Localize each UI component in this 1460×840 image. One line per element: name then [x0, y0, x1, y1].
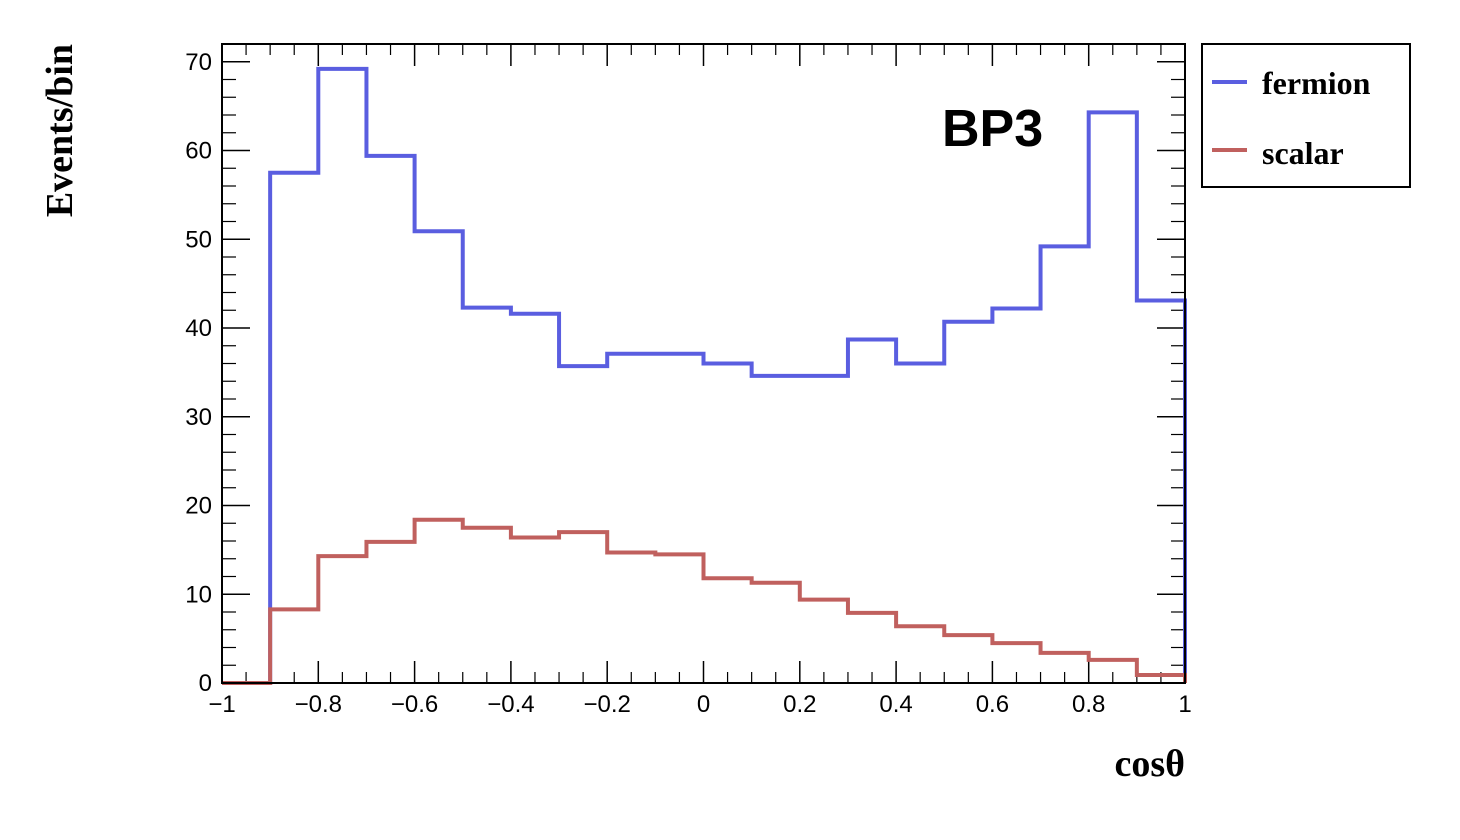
annotation-label: BP3: [942, 100, 1043, 158]
legend-box: [1201, 43, 1411, 188]
y-tick-label: 40: [185, 315, 212, 342]
legend-label-fermion: fermion: [1262, 65, 1371, 101]
x-tick-label: 0.2: [783, 691, 816, 718]
x-tick-label: −0.4: [487, 691, 534, 718]
x-axis-title: cosθ: [1115, 743, 1186, 785]
legend: fermion scalar: [1201, 43, 1411, 188]
y-tick-label: 70: [185, 49, 212, 76]
y-tick-label: 60: [185, 138, 212, 165]
x-tick-labels: −1 −0.8 −0.6 −0.4 −0.2 0 0.2 0.4 0.6 0.8 1: [208, 691, 1191, 718]
x-tick-label: −0.6: [391, 691, 438, 718]
y-tick-label: 10: [185, 581, 212, 608]
series-layer: [222, 66, 1187, 685]
x-tick-label: −1: [208, 691, 235, 718]
y-tick-labels: 0 10 20 30 40 50 60 70: [185, 49, 212, 697]
y-tick-label: 30: [185, 404, 212, 431]
y-tick-label: 50: [185, 226, 212, 253]
x-tick-label: 0.8: [1072, 691, 1105, 718]
y-tick-label: 20: [185, 493, 212, 520]
minor-ticks: [222, 43, 1185, 683]
x-tick-label: −0.8: [295, 691, 342, 718]
legend-label-scalar: scalar: [1262, 135, 1344, 171]
x-tick-label: −0.2: [584, 691, 631, 718]
y-tick-label: 0: [199, 670, 212, 697]
series-line-fermion: [222, 66, 1187, 685]
x-tick-label: 1: [1178, 691, 1191, 718]
y-axis-title: Events/bin: [39, 44, 81, 217]
x-tick-label: 0.4: [879, 691, 912, 718]
series-line-scalar: [222, 517, 1187, 685]
x-tick-label: 0: [697, 691, 710, 718]
plot-frame: [221, 43, 1186, 684]
x-tick-label: 0.6: [976, 691, 1009, 718]
